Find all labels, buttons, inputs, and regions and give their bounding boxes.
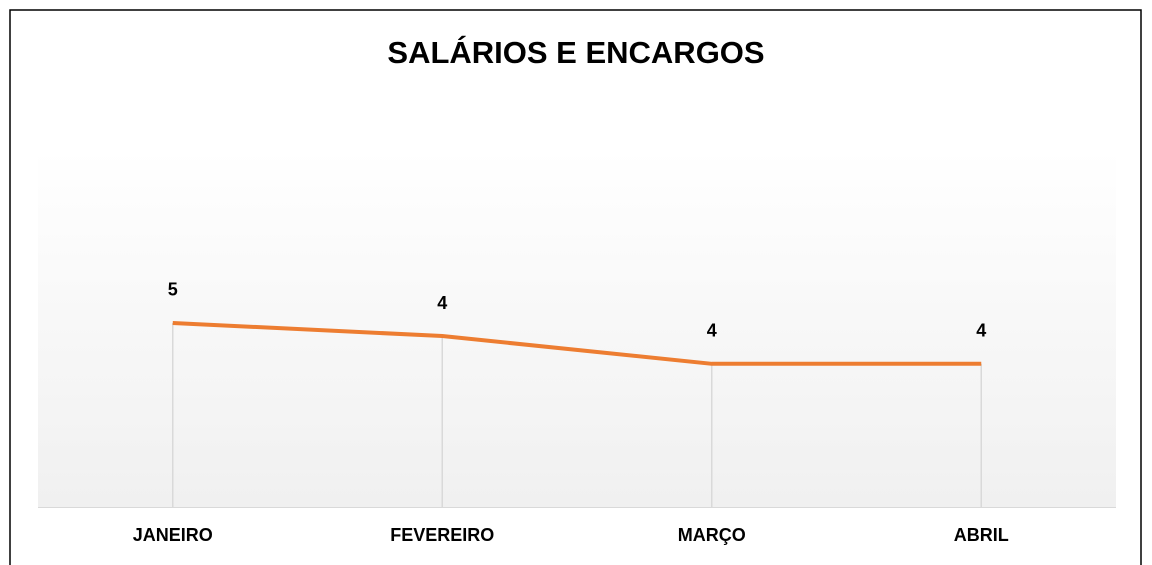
- plot-area: [38, 150, 1116, 507]
- line-series: [172, 320, 982, 366]
- x-tick-label: FEVEREIRO: [390, 525, 494, 545]
- x-tick-label: MARÇO: [678, 525, 746, 545]
- data-label: 5: [168, 280, 178, 300]
- data-label: 4: [707, 321, 717, 341]
- x-tick-label: JANEIRO: [133, 525, 213, 545]
- data-label: 4: [437, 293, 447, 313]
- chart-title: SALÁRIOS E ENCARGOS: [387, 35, 764, 70]
- x-tick-label: ABRIL: [954, 525, 1009, 545]
- data-label: 4: [976, 321, 986, 341]
